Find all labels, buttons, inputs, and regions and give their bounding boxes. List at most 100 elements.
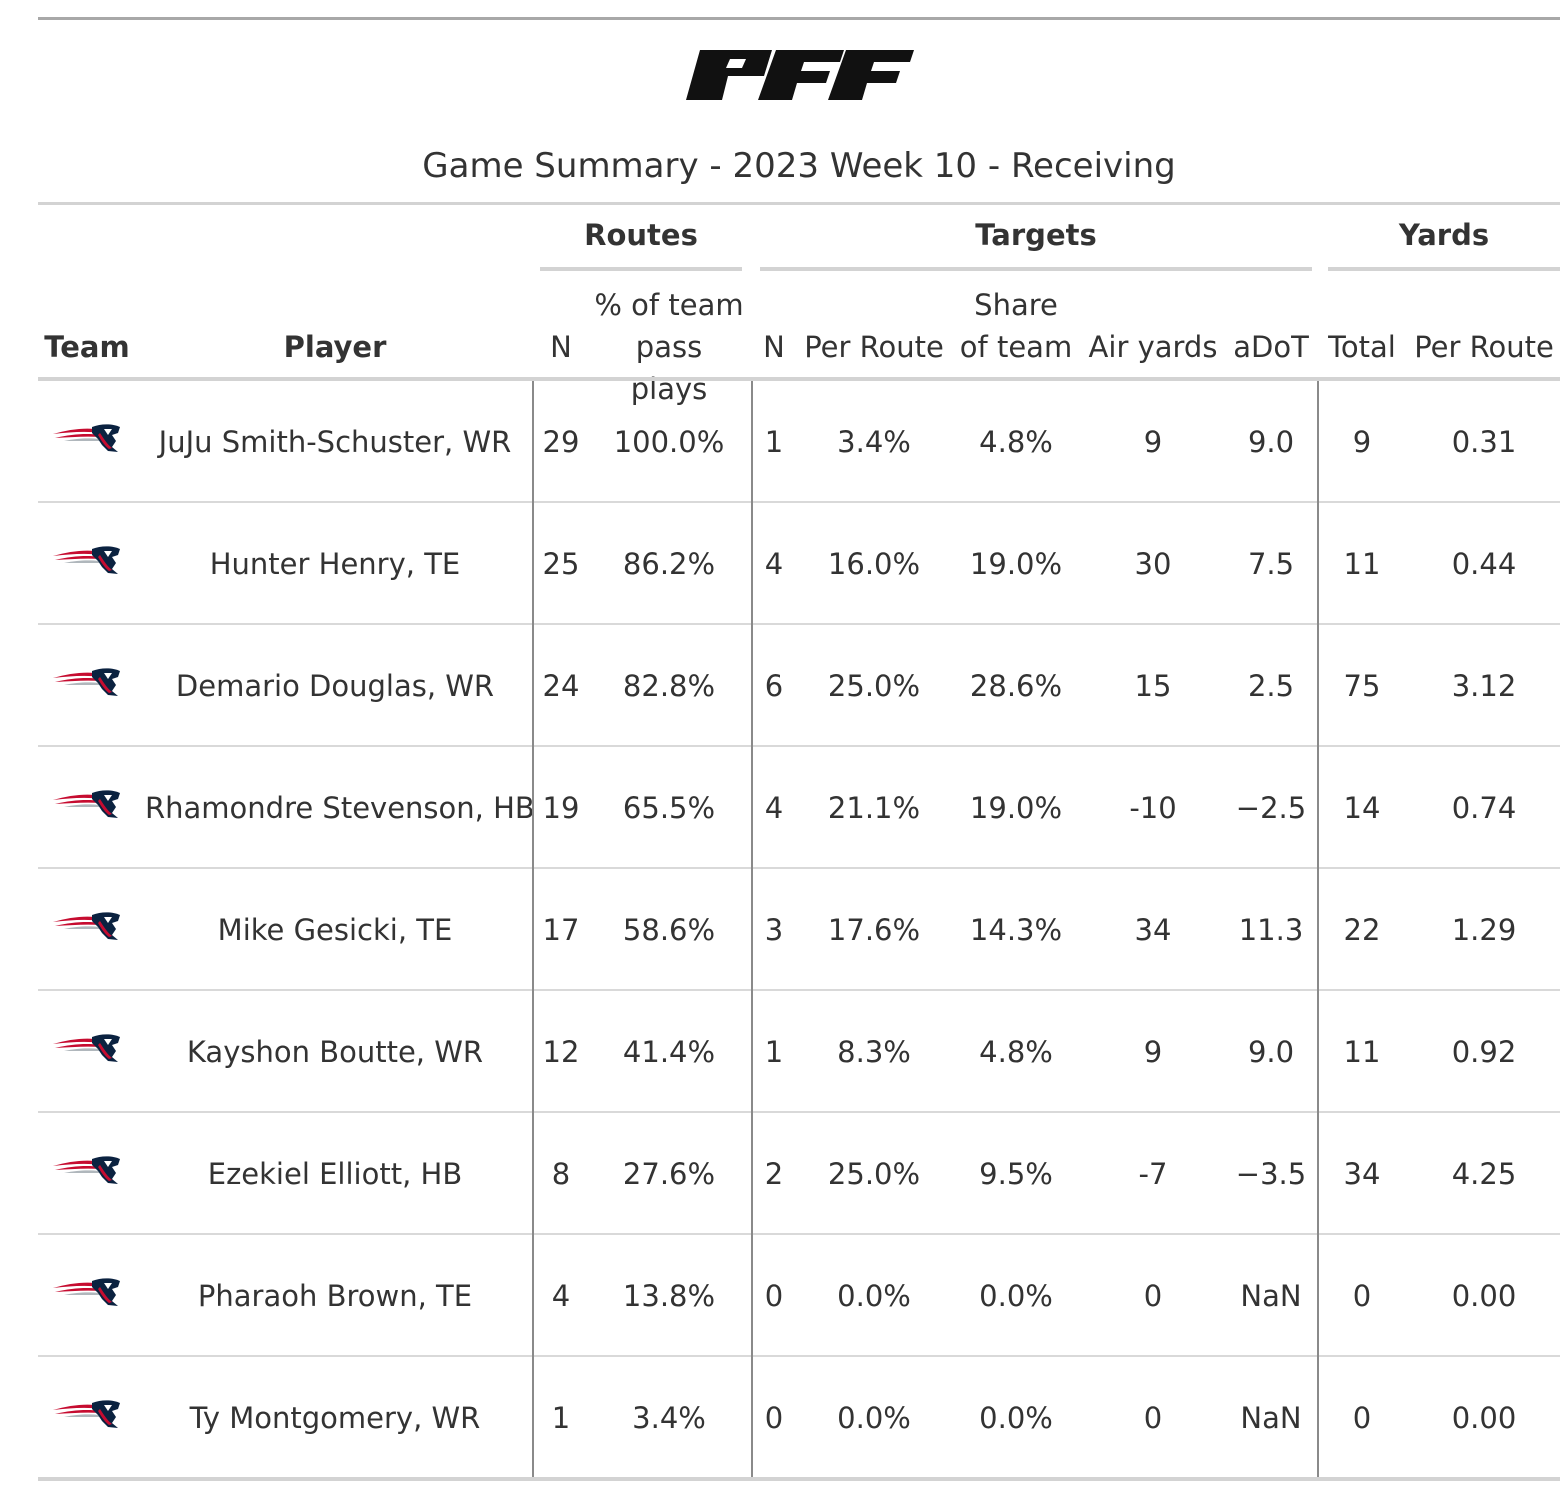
col-header-routes-n: N bbox=[550, 330, 572, 364]
cell-yards-total: 75 bbox=[1343, 669, 1381, 703]
patriots-logo-icon bbox=[53, 668, 120, 696]
col-header-yards-total: Total bbox=[1328, 330, 1396, 364]
patriots-logo-icon bbox=[53, 546, 120, 574]
cell-routes-n: 4 bbox=[551, 1279, 571, 1313]
table-row: Ezekiel Elliott, HB 8 27.6% 2 25.0% 9.5% -7 −3.… bbox=[38, 1113, 1560, 1235]
cell-targets-share: 19.0% bbox=[969, 791, 1063, 825]
table-row: Hunter Henry, TE 25 86.2% 4 16.0% 19.0% 30 7.5 1… bbox=[38, 503, 1560, 625]
col-header-adot: aDoT bbox=[1233, 330, 1309, 364]
row-divider bbox=[38, 1355, 1560, 1357]
cell-targets-share: 28.6% bbox=[969, 669, 1063, 703]
cell-adot: 7.5 bbox=[1247, 547, 1295, 581]
patriots-logo-icon bbox=[53, 912, 120, 940]
cell-targets-per-route: 8.3% bbox=[837, 1035, 911, 1069]
patriots-logo-icon bbox=[53, 1400, 120, 1428]
cell-air-yards: -10 bbox=[1129, 791, 1177, 825]
cell-yards-per-route: 0.92 bbox=[1451, 1035, 1517, 1069]
title-rule bbox=[38, 202, 1560, 205]
row-divider bbox=[38, 623, 1560, 625]
cell-targets-per-route: 17.6% bbox=[827, 913, 921, 947]
row-divider bbox=[38, 501, 1560, 503]
col-header-player: Player bbox=[283, 330, 387, 364]
top-rule bbox=[38, 17, 1560, 20]
cell-adot: −2.5 bbox=[1235, 791, 1307, 825]
spanner-routes-line bbox=[540, 267, 742, 271]
cell-targets-per-route: 16.0% bbox=[827, 547, 921, 581]
cell-targets-share: 9.5% bbox=[979, 1157, 1053, 1191]
cell-routes-n: 8 bbox=[551, 1157, 571, 1191]
cell-yards-per-route: 4.25 bbox=[1451, 1157, 1517, 1191]
row-divider bbox=[38, 867, 1560, 869]
row-divider bbox=[38, 1111, 1560, 1113]
cell-yards-total: 11 bbox=[1343, 547, 1381, 581]
divider-targets bbox=[751, 381, 753, 1477]
bottom-rule bbox=[38, 1477, 1560, 1481]
cell-adot: 9.0 bbox=[1247, 1035, 1295, 1069]
col-header-air-yards: Air yards bbox=[1088, 330, 1218, 364]
spanner-targets-line bbox=[760, 267, 1312, 271]
cell-air-yards: 9 bbox=[1143, 1035, 1163, 1069]
patriots-logo-icon bbox=[53, 1278, 120, 1306]
cell-targets-per-route: 0.0% bbox=[837, 1279, 911, 1313]
cell-targets-n: 0 bbox=[764, 1401, 784, 1435]
cell-targets-share: 14.3% bbox=[969, 913, 1063, 947]
row-divider bbox=[38, 1233, 1560, 1235]
col-header-routes-pct-line1: % of team bbox=[594, 288, 744, 322]
header-rule bbox=[38, 377, 1560, 381]
cell-air-yards: 0 bbox=[1143, 1401, 1163, 1435]
cell-targets-n: 4 bbox=[764, 547, 784, 581]
cell-adot: 9.0 bbox=[1247, 425, 1295, 459]
col-header-targets-share: of team bbox=[959, 330, 1073, 364]
cell-targets-per-route: 21.1% bbox=[827, 791, 921, 825]
col-header-yards-per-route: Per Route bbox=[1414, 330, 1554, 364]
cell-targets-share: 0.0% bbox=[979, 1401, 1053, 1435]
cell-targets-per-route: 25.0% bbox=[827, 669, 921, 703]
cell-routes-n: 12 bbox=[542, 1035, 580, 1069]
cell-air-yards: 34 bbox=[1134, 913, 1172, 947]
cell-targets-n: 1 bbox=[764, 1035, 784, 1069]
table-subtitle: Game Summary - 2023 Week 10 - Receiving bbox=[422, 146, 1176, 186]
col-header-targets-per-route: Per Route bbox=[804, 330, 944, 364]
col-header-targets-share-line1: Share bbox=[974, 288, 1058, 322]
cell-targets-share: 0.0% bbox=[979, 1279, 1053, 1313]
table-row: Ty Montgomery, WR 1 3.4% 0 0.0% 0.0% 0 NaN 0 0.00 bbox=[38, 1357, 1560, 1479]
cell-yards-per-route: 0.31 bbox=[1451, 425, 1517, 459]
cell-yards-total: 0 bbox=[1352, 1279, 1372, 1313]
cell-yards-total: 14 bbox=[1343, 791, 1381, 825]
cell-targets-n: 3 bbox=[764, 913, 784, 947]
table-row: Demario Douglas, WR 24 82.8% 6 25.0% 28.6% 15 2… bbox=[38, 625, 1560, 747]
cell-routes-pct: 3.4% bbox=[632, 1401, 706, 1435]
cell-targets-n: 1 bbox=[764, 425, 784, 459]
cell-player: JuJu Smith-Schuster, WR bbox=[158, 425, 512, 459]
cell-yards-total: 11 bbox=[1343, 1035, 1381, 1069]
cell-adot: NaN bbox=[1240, 1401, 1302, 1435]
row-divider bbox=[38, 745, 1560, 747]
cell-air-yards: 15 bbox=[1134, 669, 1172, 703]
cell-player: Hunter Henry, TE bbox=[209, 547, 461, 581]
cell-player: Mike Gesicki, TE bbox=[217, 913, 453, 947]
table-row: Kayshon Boutte, WR 12 41.4% 1 8.3% 4.8% 9 9.0 11… bbox=[38, 991, 1560, 1113]
cell-adot: −3.5 bbox=[1235, 1157, 1307, 1191]
cell-player: Ezekiel Elliott, HB bbox=[207, 1157, 463, 1191]
cell-yards-total: 9 bbox=[1352, 425, 1372, 459]
patriots-logo-icon bbox=[53, 1156, 120, 1184]
cell-routes-n: 19 bbox=[542, 791, 580, 825]
cell-yards-per-route: 1.29 bbox=[1451, 913, 1517, 947]
cell-routes-n: 24 bbox=[542, 669, 580, 703]
cell-routes-n: 29 bbox=[542, 425, 580, 459]
cell-player: Pharaoh Brown, TE bbox=[197, 1279, 473, 1313]
cell-targets-per-route: 3.4% bbox=[837, 425, 911, 459]
cell-routes-pct: 13.8% bbox=[622, 1279, 716, 1313]
cell-targets-n: 0 bbox=[764, 1279, 784, 1313]
cell-targets-share: 4.8% bbox=[979, 1035, 1053, 1069]
row-divider bbox=[38, 989, 1560, 991]
cell-routes-pct: 100.0% bbox=[613, 425, 725, 459]
cell-routes-n: 1 bbox=[551, 1401, 571, 1435]
spanner-yards-line bbox=[1328, 267, 1560, 271]
patriots-logo-icon bbox=[53, 790, 120, 818]
cell-routes-pct: 82.8% bbox=[622, 669, 716, 703]
cell-targets-n: 4 bbox=[764, 791, 784, 825]
patriots-logo-icon bbox=[53, 1034, 120, 1062]
cell-targets-n: 6 bbox=[764, 669, 784, 703]
col-header-team: Team bbox=[44, 330, 130, 364]
